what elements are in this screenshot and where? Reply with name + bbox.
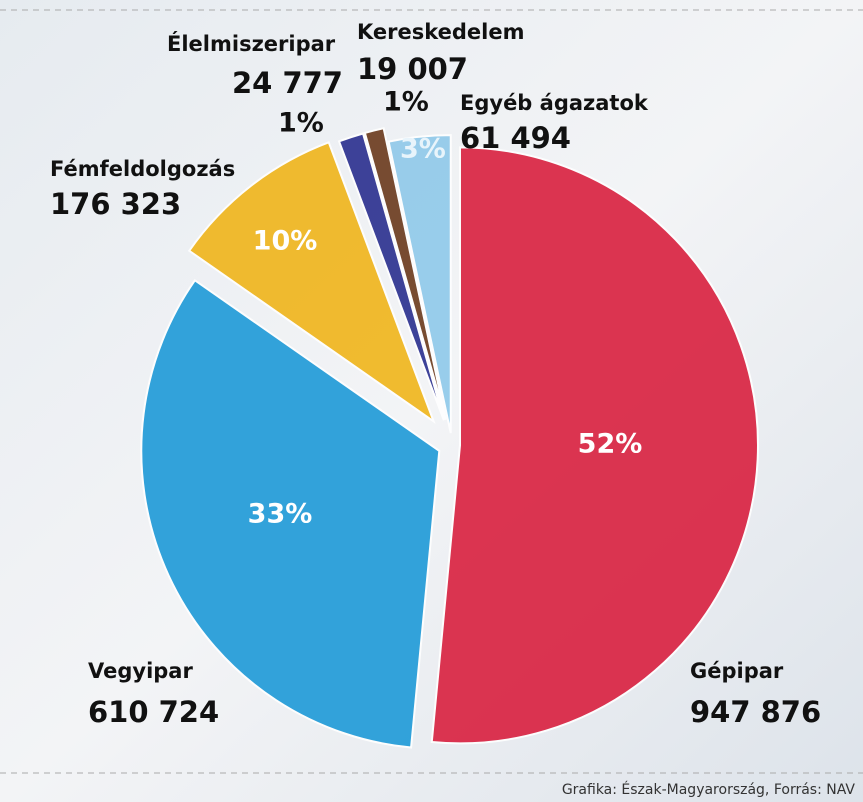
slice-name: Kereskedelem [357,20,525,44]
slice-name: Gépipar [690,659,784,683]
percent-label: 52% [578,429,643,460]
slice-name: Vegyipar [88,659,193,683]
percent-label: 10% [253,226,318,257]
value-label: 24 777 [232,66,343,100]
chart: Grafika: Észak-Magyarország, Forrás: NAV… [0,0,863,802]
percent-label: 33% [248,499,313,530]
value-label: 61 494 [460,121,571,155]
percent-label: 1% [383,87,429,118]
source: Grafika: Észak-Magyarország, Forrás: NAV [562,781,856,798]
percent-label: 1% [278,108,324,139]
value-label: 947 876 [690,695,821,729]
percent-label: 3% [400,134,446,165]
value-label: 176 323 [50,187,181,221]
slice-name: Élelmiszeripar [167,31,336,56]
slice-name: Egyéb ágazatok [460,91,649,115]
slice-name: Fémfeldolgozás [50,157,235,181]
value-label: 19 007 [357,52,468,86]
value-label: 610 724 [88,695,219,729]
